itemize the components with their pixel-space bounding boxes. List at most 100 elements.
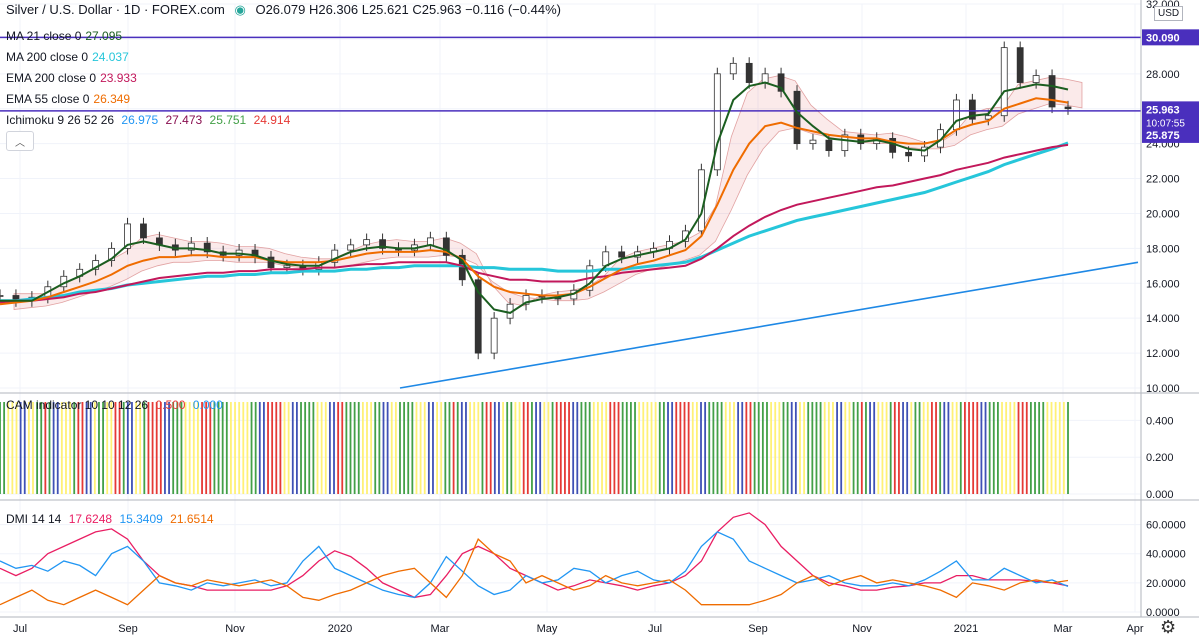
cam-bar xyxy=(197,402,199,494)
cam-bar xyxy=(374,402,377,494)
cam-bar xyxy=(869,402,871,494)
cam-bar xyxy=(324,402,327,494)
gear-icon[interactable]: ⚙ xyxy=(1160,617,1177,637)
cam-bar xyxy=(761,402,764,494)
legend-label: EMA 200 close 0 xyxy=(6,71,97,85)
cam-bar xyxy=(506,402,509,494)
cam-bar xyxy=(844,402,847,494)
cam-bar xyxy=(695,402,698,494)
cam-bar xyxy=(555,402,558,494)
cam-bar xyxy=(304,402,307,494)
countdown-label: 10:07:55 xyxy=(1146,118,1185,129)
cam-bar xyxy=(687,402,690,494)
x-tick-label: 2021 xyxy=(954,623,978,635)
cam-bar xyxy=(580,402,583,494)
legend-ma200[interactable]: MA 200 close 0 24.037 xyxy=(6,50,129,64)
cam-bar xyxy=(543,402,546,494)
legend-ma21[interactable]: MA 21 close 0 27.095 xyxy=(6,29,122,43)
legend-ema55[interactable]: EMA 55 close 0 26.349 xyxy=(6,92,130,106)
candle-body xyxy=(267,256,275,268)
cam-bar xyxy=(877,402,880,494)
legend-value: 24.037 xyxy=(92,50,129,64)
y-tick-label: 32.000 xyxy=(1146,0,1180,11)
cam-bar xyxy=(865,402,867,494)
cam-bar xyxy=(679,402,682,494)
legend-dmi[interactable]: DMI 14 14 17.6248 15.3409 21.6514 xyxy=(6,512,214,526)
trendline xyxy=(399,261,1139,389)
cam-bar xyxy=(295,402,298,494)
cam-bar xyxy=(980,402,983,494)
cam-bar xyxy=(984,402,987,494)
symbol-title[interactable]: Silver / U.S. Dollar · 1D · FOREX.com xyxy=(6,2,225,17)
cam-bar xyxy=(535,402,537,494)
cam-bar xyxy=(522,402,525,494)
cam-bar xyxy=(353,402,356,494)
candle-body xyxy=(522,295,530,305)
cam-bar xyxy=(737,402,740,494)
cam-bar xyxy=(621,402,624,494)
cam-bar xyxy=(131,402,133,494)
line-ma200 xyxy=(0,141,1069,303)
legend-ema200[interactable]: EMA 200 close 0 23.933 xyxy=(6,71,137,85)
cam-bar xyxy=(106,402,109,494)
cam-bar xyxy=(840,402,843,494)
header-legend: Silver / U.S. Dollar · 1D · FOREX.com ◉ … xyxy=(6,3,561,17)
cam-bar xyxy=(976,402,979,494)
chevron-up-icon: ︿ xyxy=(15,137,25,149)
cam-bar xyxy=(584,402,587,494)
cam-bar xyxy=(308,402,311,494)
y-tick-label: 16.000 xyxy=(1146,278,1180,290)
cam-bar xyxy=(73,402,76,494)
cam-bar xyxy=(271,402,274,494)
cam-bar xyxy=(996,402,999,494)
cam-bar xyxy=(564,402,566,494)
indicator-lines xyxy=(0,36,1141,389)
cam-bar xyxy=(1067,402,1069,494)
cam-bar xyxy=(300,402,302,494)
cam-bar xyxy=(139,402,142,494)
x-tick-label: Jul xyxy=(13,623,27,635)
candle-body xyxy=(968,99,976,120)
cam-bar xyxy=(465,402,467,494)
cam-bar xyxy=(143,402,146,494)
legend-value: 24.914 xyxy=(253,113,291,127)
cam-bar xyxy=(873,402,876,494)
cam-bar xyxy=(316,402,319,494)
cam-bar xyxy=(572,402,575,494)
cam-bar xyxy=(733,402,735,494)
x-tick-label: Jul xyxy=(648,623,662,635)
cam-bar xyxy=(836,402,838,494)
candle-body xyxy=(474,279,482,354)
y-tick-label: 0.000 xyxy=(1146,489,1174,501)
currency-badge[interactable]: USD xyxy=(1154,6,1184,21)
candle-body xyxy=(347,244,355,251)
cam-bar xyxy=(922,402,925,494)
cam-bar xyxy=(658,402,661,494)
legend-ichimoku[interactable]: Ichimoku 9 26 52 26 26.975 27.473 25.751… xyxy=(6,113,290,127)
cam-bar xyxy=(337,402,340,494)
legend-cam[interactable]: CAM indicator 10 10 12 26 0.500 0.000 xyxy=(6,398,223,412)
cam-bar xyxy=(502,402,504,494)
y-tick-label: 10.000 xyxy=(1146,383,1180,395)
cam-bar xyxy=(964,402,966,494)
cam-bar xyxy=(184,402,187,494)
cam-bar xyxy=(27,402,30,494)
cam-bar xyxy=(7,402,10,494)
y-tick-label: 0.200 xyxy=(1146,452,1174,464)
cam-bar xyxy=(81,402,84,494)
cam-bar xyxy=(427,402,430,494)
candle-body xyxy=(331,249,339,263)
cam-bar xyxy=(102,402,104,494)
cam-bar xyxy=(225,402,228,494)
cam-bar xyxy=(848,402,851,494)
cam-bar xyxy=(856,402,859,494)
cam-bar xyxy=(630,402,632,494)
legend-label: MA 21 close 0 xyxy=(6,29,82,43)
cam-bar xyxy=(518,402,521,494)
candle-body xyxy=(490,317,498,354)
cam-bar xyxy=(411,402,414,494)
cam-bar xyxy=(881,402,884,494)
cam-bar xyxy=(312,402,315,494)
collapse-legend-button[interactable]: ︿ xyxy=(6,131,34,151)
cam-bar xyxy=(267,402,269,494)
